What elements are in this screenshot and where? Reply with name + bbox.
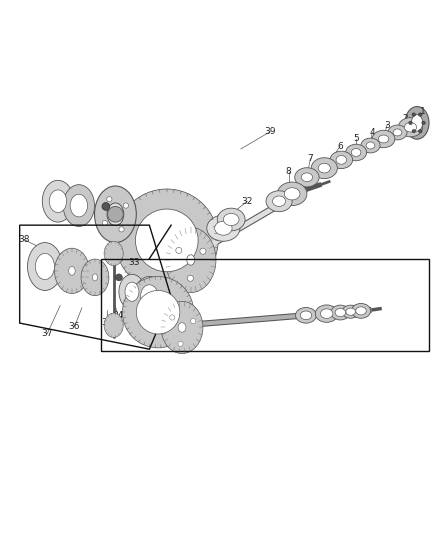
Ellipse shape [266, 191, 292, 212]
Ellipse shape [331, 305, 350, 320]
Ellipse shape [69, 266, 75, 275]
Text: 8: 8 [286, 167, 292, 176]
Circle shape [409, 121, 412, 125]
Ellipse shape [141, 285, 158, 308]
Ellipse shape [217, 208, 245, 231]
Ellipse shape [223, 213, 239, 225]
Text: 7: 7 [307, 154, 313, 163]
Ellipse shape [134, 277, 165, 316]
Circle shape [119, 227, 124, 232]
Circle shape [170, 315, 175, 320]
Ellipse shape [95, 186, 136, 243]
Text: 2: 2 [403, 114, 408, 123]
Ellipse shape [351, 303, 371, 318]
Circle shape [136, 290, 180, 334]
Text: 32: 32 [242, 197, 253, 206]
Circle shape [419, 130, 422, 133]
Ellipse shape [393, 129, 402, 136]
Circle shape [178, 341, 183, 346]
Text: 35: 35 [101, 318, 113, 327]
Text: 1: 1 [420, 107, 426, 116]
Ellipse shape [388, 125, 407, 140]
Circle shape [102, 203, 110, 211]
Ellipse shape [372, 130, 395, 148]
Circle shape [191, 318, 196, 324]
Ellipse shape [405, 107, 429, 139]
Ellipse shape [107, 203, 124, 225]
Ellipse shape [356, 307, 366, 315]
Ellipse shape [49, 190, 67, 213]
Text: 4: 4 [369, 128, 375, 137]
Ellipse shape [335, 309, 346, 317]
Circle shape [135, 209, 198, 272]
Text: 37: 37 [41, 329, 53, 338]
Ellipse shape [318, 163, 330, 173]
Ellipse shape [92, 274, 98, 281]
Circle shape [124, 203, 129, 208]
Ellipse shape [54, 248, 89, 294]
Ellipse shape [178, 322, 186, 332]
Circle shape [116, 274, 122, 281]
Text: 39: 39 [265, 127, 276, 136]
Ellipse shape [346, 308, 356, 316]
Circle shape [422, 121, 425, 125]
Ellipse shape [342, 305, 360, 318]
Ellipse shape [311, 158, 337, 179]
Ellipse shape [35, 254, 54, 279]
Ellipse shape [104, 313, 123, 337]
Ellipse shape [207, 215, 240, 241]
Ellipse shape [336, 156, 346, 164]
Ellipse shape [272, 196, 286, 206]
Ellipse shape [378, 135, 389, 143]
Ellipse shape [300, 311, 312, 320]
Ellipse shape [70, 194, 88, 217]
Text: 33: 33 [128, 257, 140, 266]
Circle shape [176, 247, 182, 254]
Ellipse shape [104, 241, 123, 265]
Circle shape [102, 220, 107, 225]
Circle shape [412, 113, 416, 116]
Text: 34: 34 [112, 311, 124, 320]
Circle shape [200, 248, 206, 254]
Ellipse shape [166, 228, 216, 293]
Circle shape [412, 130, 416, 133]
Ellipse shape [398, 118, 423, 137]
Text: 38: 38 [18, 235, 30, 244]
Ellipse shape [125, 282, 139, 301]
Text: 3: 3 [384, 120, 390, 130]
Ellipse shape [366, 142, 375, 149]
Ellipse shape [28, 243, 62, 290]
Ellipse shape [284, 188, 300, 200]
Ellipse shape [277, 182, 307, 206]
Ellipse shape [321, 309, 333, 318]
Text: 36: 36 [69, 322, 80, 331]
Ellipse shape [161, 301, 203, 353]
Ellipse shape [404, 123, 417, 132]
Bar [102, 259, 429, 351]
Ellipse shape [351, 149, 361, 156]
Text: 6: 6 [337, 142, 343, 151]
Circle shape [108, 206, 123, 222]
Ellipse shape [81, 259, 109, 296]
Circle shape [116, 189, 218, 292]
Ellipse shape [346, 144, 367, 161]
Ellipse shape [361, 138, 380, 153]
Text: 5: 5 [353, 134, 359, 143]
Ellipse shape [119, 274, 145, 309]
Ellipse shape [411, 115, 423, 131]
Circle shape [107, 197, 112, 202]
Ellipse shape [315, 305, 338, 322]
Ellipse shape [330, 151, 353, 168]
Ellipse shape [63, 184, 95, 227]
Circle shape [122, 277, 194, 348]
Ellipse shape [215, 221, 232, 235]
Circle shape [419, 113, 422, 116]
Ellipse shape [42, 180, 74, 222]
Ellipse shape [296, 308, 316, 323]
Circle shape [187, 275, 194, 281]
Ellipse shape [187, 255, 194, 265]
Ellipse shape [301, 173, 313, 182]
Ellipse shape [295, 168, 319, 187]
